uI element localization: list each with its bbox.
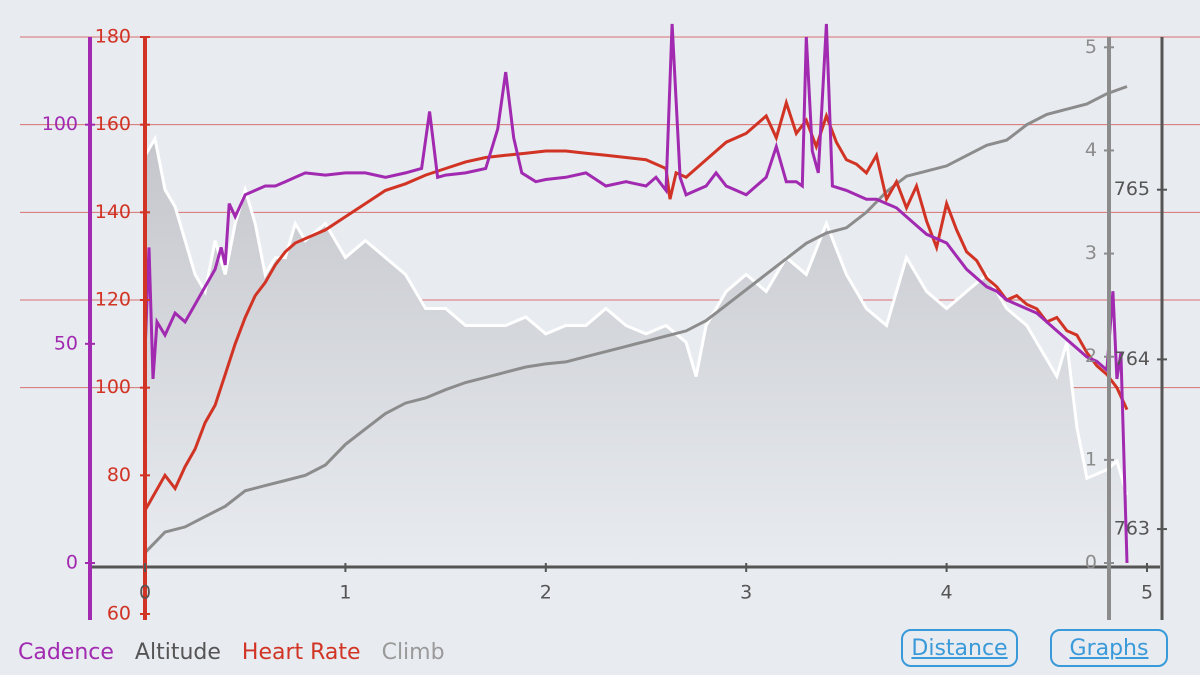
climb-tick-label: 5 <box>1085 36 1097 58</box>
legend: Cadence Altitude Heart Rate Climb <box>18 640 459 665</box>
climb-line <box>143 85 1128 554</box>
altitude-tick-label: 765 <box>1114 178 1150 200</box>
legend-heart-rate: Heart Rate <box>241 640 361 665</box>
x-tick-label: 3 <box>740 582 752 604</box>
heart-rate-tick-label: 120 <box>95 289 131 311</box>
climb-tick-label: 0 <box>1085 552 1097 574</box>
altitude-tick-label: 763 <box>1114 518 1150 540</box>
axes <box>85 36 1167 620</box>
climb-tick-label: 4 <box>1085 139 1097 161</box>
altitude-area <box>145 138 1127 564</box>
heart-rate-tick-label: 100 <box>95 376 131 398</box>
altitude-tick-label: 764 <box>1114 348 1150 370</box>
heart-rate-tick-label: 180 <box>95 26 131 48</box>
x-tick-label: 2 <box>540 582 552 604</box>
cadence-tick-label: 100 <box>42 113 78 135</box>
legend-climb: Climb <box>381 640 445 665</box>
heart-rate-line <box>143 97 1129 512</box>
graphs-button[interactable]: Graphs <box>1050 629 1168 667</box>
tick-labels: 0 1 2 3 4 50501006080100120140160180012345763… <box>42 26 1153 621</box>
activity-chart: 0 1 2 3 4 50501006080100120140160180012345763… <box>20 23 1200 621</box>
heart-rate-tick-label: 80 <box>107 464 131 486</box>
heart-rate-tick-label: 60 <box>107 603 131 621</box>
climb-tick-label: 1 <box>1085 448 1097 470</box>
climb-tick-label: 3 <box>1085 242 1097 264</box>
climb-tick-label: 2 <box>1085 345 1097 367</box>
cadence-tick-label: 50 <box>54 332 78 354</box>
cadence-line <box>143 23 1129 564</box>
x-tick-label: 0 <box>139 582 151 604</box>
heart-rate-tick-label: 160 <box>95 113 131 135</box>
heart-rate-tick-label: 140 <box>95 201 131 223</box>
legend-cadence: Cadence <box>18 640 114 665</box>
legend-altitude: Altitude <box>134 640 221 665</box>
x-tick-label: 5 <box>1141 582 1153 604</box>
cadence-tick-label: 0 <box>66 552 78 574</box>
x-tick-label: 1 <box>339 582 351 604</box>
x-tick-label: 4 <box>941 582 953 604</box>
distance-button[interactable]: Distance <box>901 629 1018 667</box>
